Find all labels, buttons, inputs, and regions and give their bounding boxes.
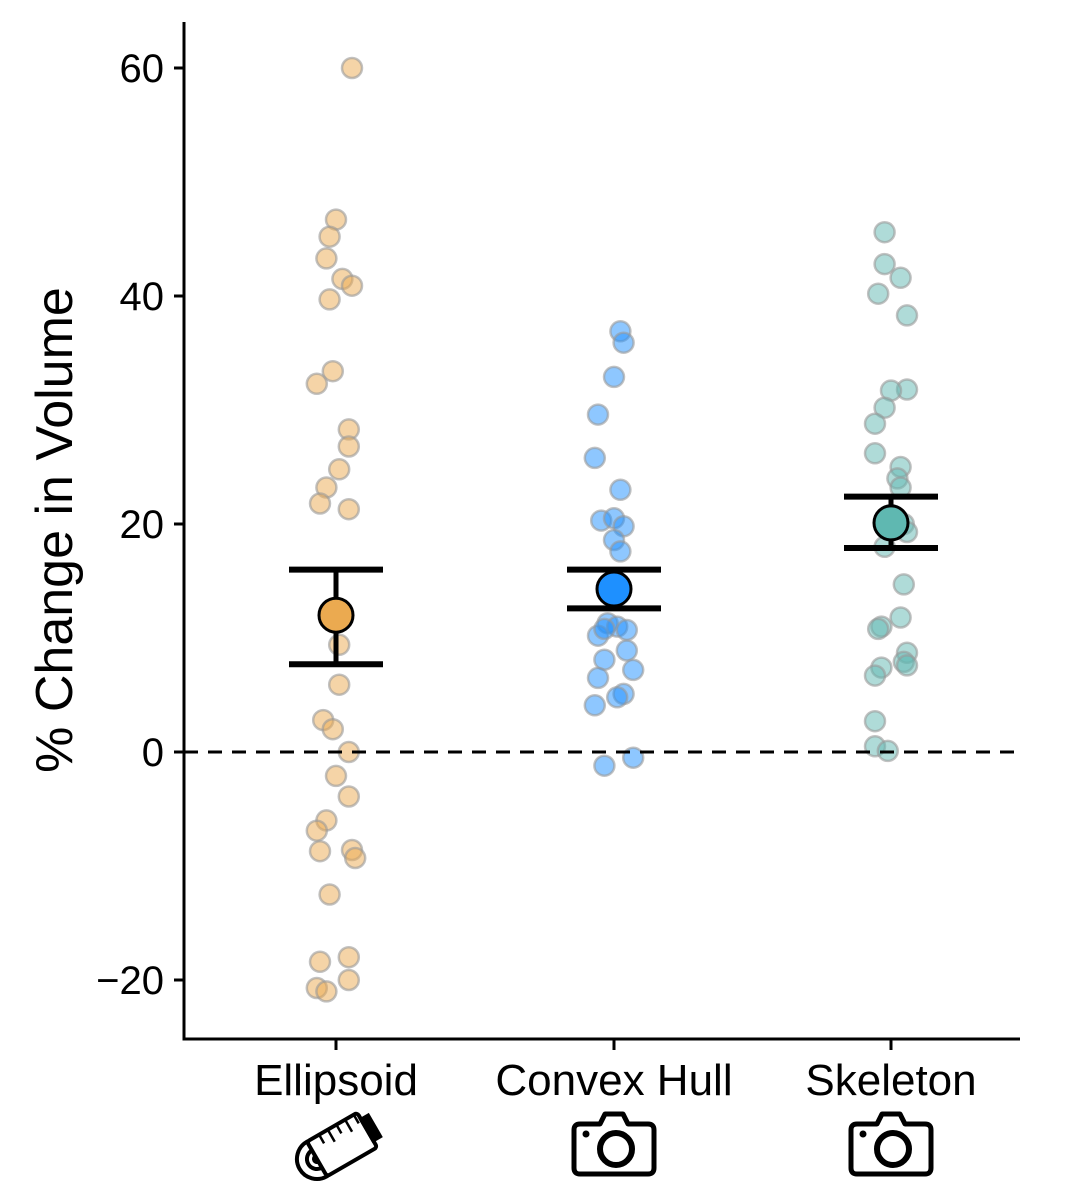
y-tick-label: 0 [142, 731, 164, 775]
data-point [318, 225, 341, 248]
data-point [305, 819, 329, 842]
data-point [305, 372, 329, 396]
data-point [889, 606, 912, 629]
data-point [308, 492, 332, 515]
data-point [621, 658, 645, 682]
data-point [586, 403, 610, 426]
data-point [337, 968, 361, 992]
y-axis-title: % Change in Volume [26, 287, 84, 773]
data-point [327, 458, 351, 481]
data-point [315, 247, 338, 270]
data-point [863, 709, 887, 733]
data-point [602, 365, 626, 389]
data-point [612, 331, 635, 354]
summary-layer [289, 493, 938, 668]
camera-icon [848, 1111, 934, 1177]
y-tick-label: 40 [120, 275, 165, 319]
data-point [873, 396, 896, 419]
mean-marker [872, 504, 910, 542]
data-point [586, 666, 610, 690]
mean-marker [595, 570, 633, 608]
data-point [321, 717, 345, 741]
y-tick-label: 20 [120, 503, 165, 547]
data-point [863, 412, 887, 435]
points-layer [305, 56, 919, 1003]
measuring-tape-icon [294, 1111, 383, 1181]
data-point [593, 754, 616, 777]
data-point [337, 435, 361, 458]
data-point [583, 694, 607, 717]
data-point [308, 839, 332, 863]
category-label-ellipsoid: Ellipsoid [254, 1056, 418, 1105]
data-point [337, 497, 361, 521]
data-point [615, 639, 639, 662]
data-point [340, 56, 364, 80]
mean-marker [317, 596, 355, 634]
data-point [609, 478, 632, 502]
data-point [593, 617, 616, 641]
data-point [615, 618, 639, 642]
category-label-convex-hull: Convex Hull [495, 1056, 732, 1105]
data-point [895, 304, 919, 327]
category-label-skeleton: Skeleton [805, 1056, 976, 1105]
data-point [873, 220, 896, 244]
data-point [889, 266, 912, 290]
data-point [337, 785, 361, 808]
data-point [863, 664, 887, 687]
data-point [863, 442, 887, 465]
camera-icon [571, 1111, 657, 1177]
axes-layer: −20 0 20 40 60 [96, 22, 1020, 1050]
data-point [337, 945, 361, 969]
data-point [315, 980, 338, 1003]
data-point [340, 274, 364, 297]
data-point [605, 686, 629, 709]
data-point [318, 883, 341, 906]
y-tick-label: −20 [96, 959, 164, 1003]
data-point [318, 288, 341, 311]
data-point [321, 359, 345, 383]
data-point [873, 252, 896, 276]
data-point [609, 540, 632, 563]
data-point [308, 950, 332, 974]
data-point [895, 654, 919, 677]
data-point [866, 282, 890, 305]
data-point [327, 633, 351, 657]
data-point [892, 573, 916, 596]
data-point [343, 846, 367, 870]
data-point [327, 673, 351, 696]
data-point [866, 617, 890, 641]
data-point [583, 446, 607, 470]
y-tick-label: 60 [120, 47, 165, 91]
data-point [324, 764, 348, 788]
